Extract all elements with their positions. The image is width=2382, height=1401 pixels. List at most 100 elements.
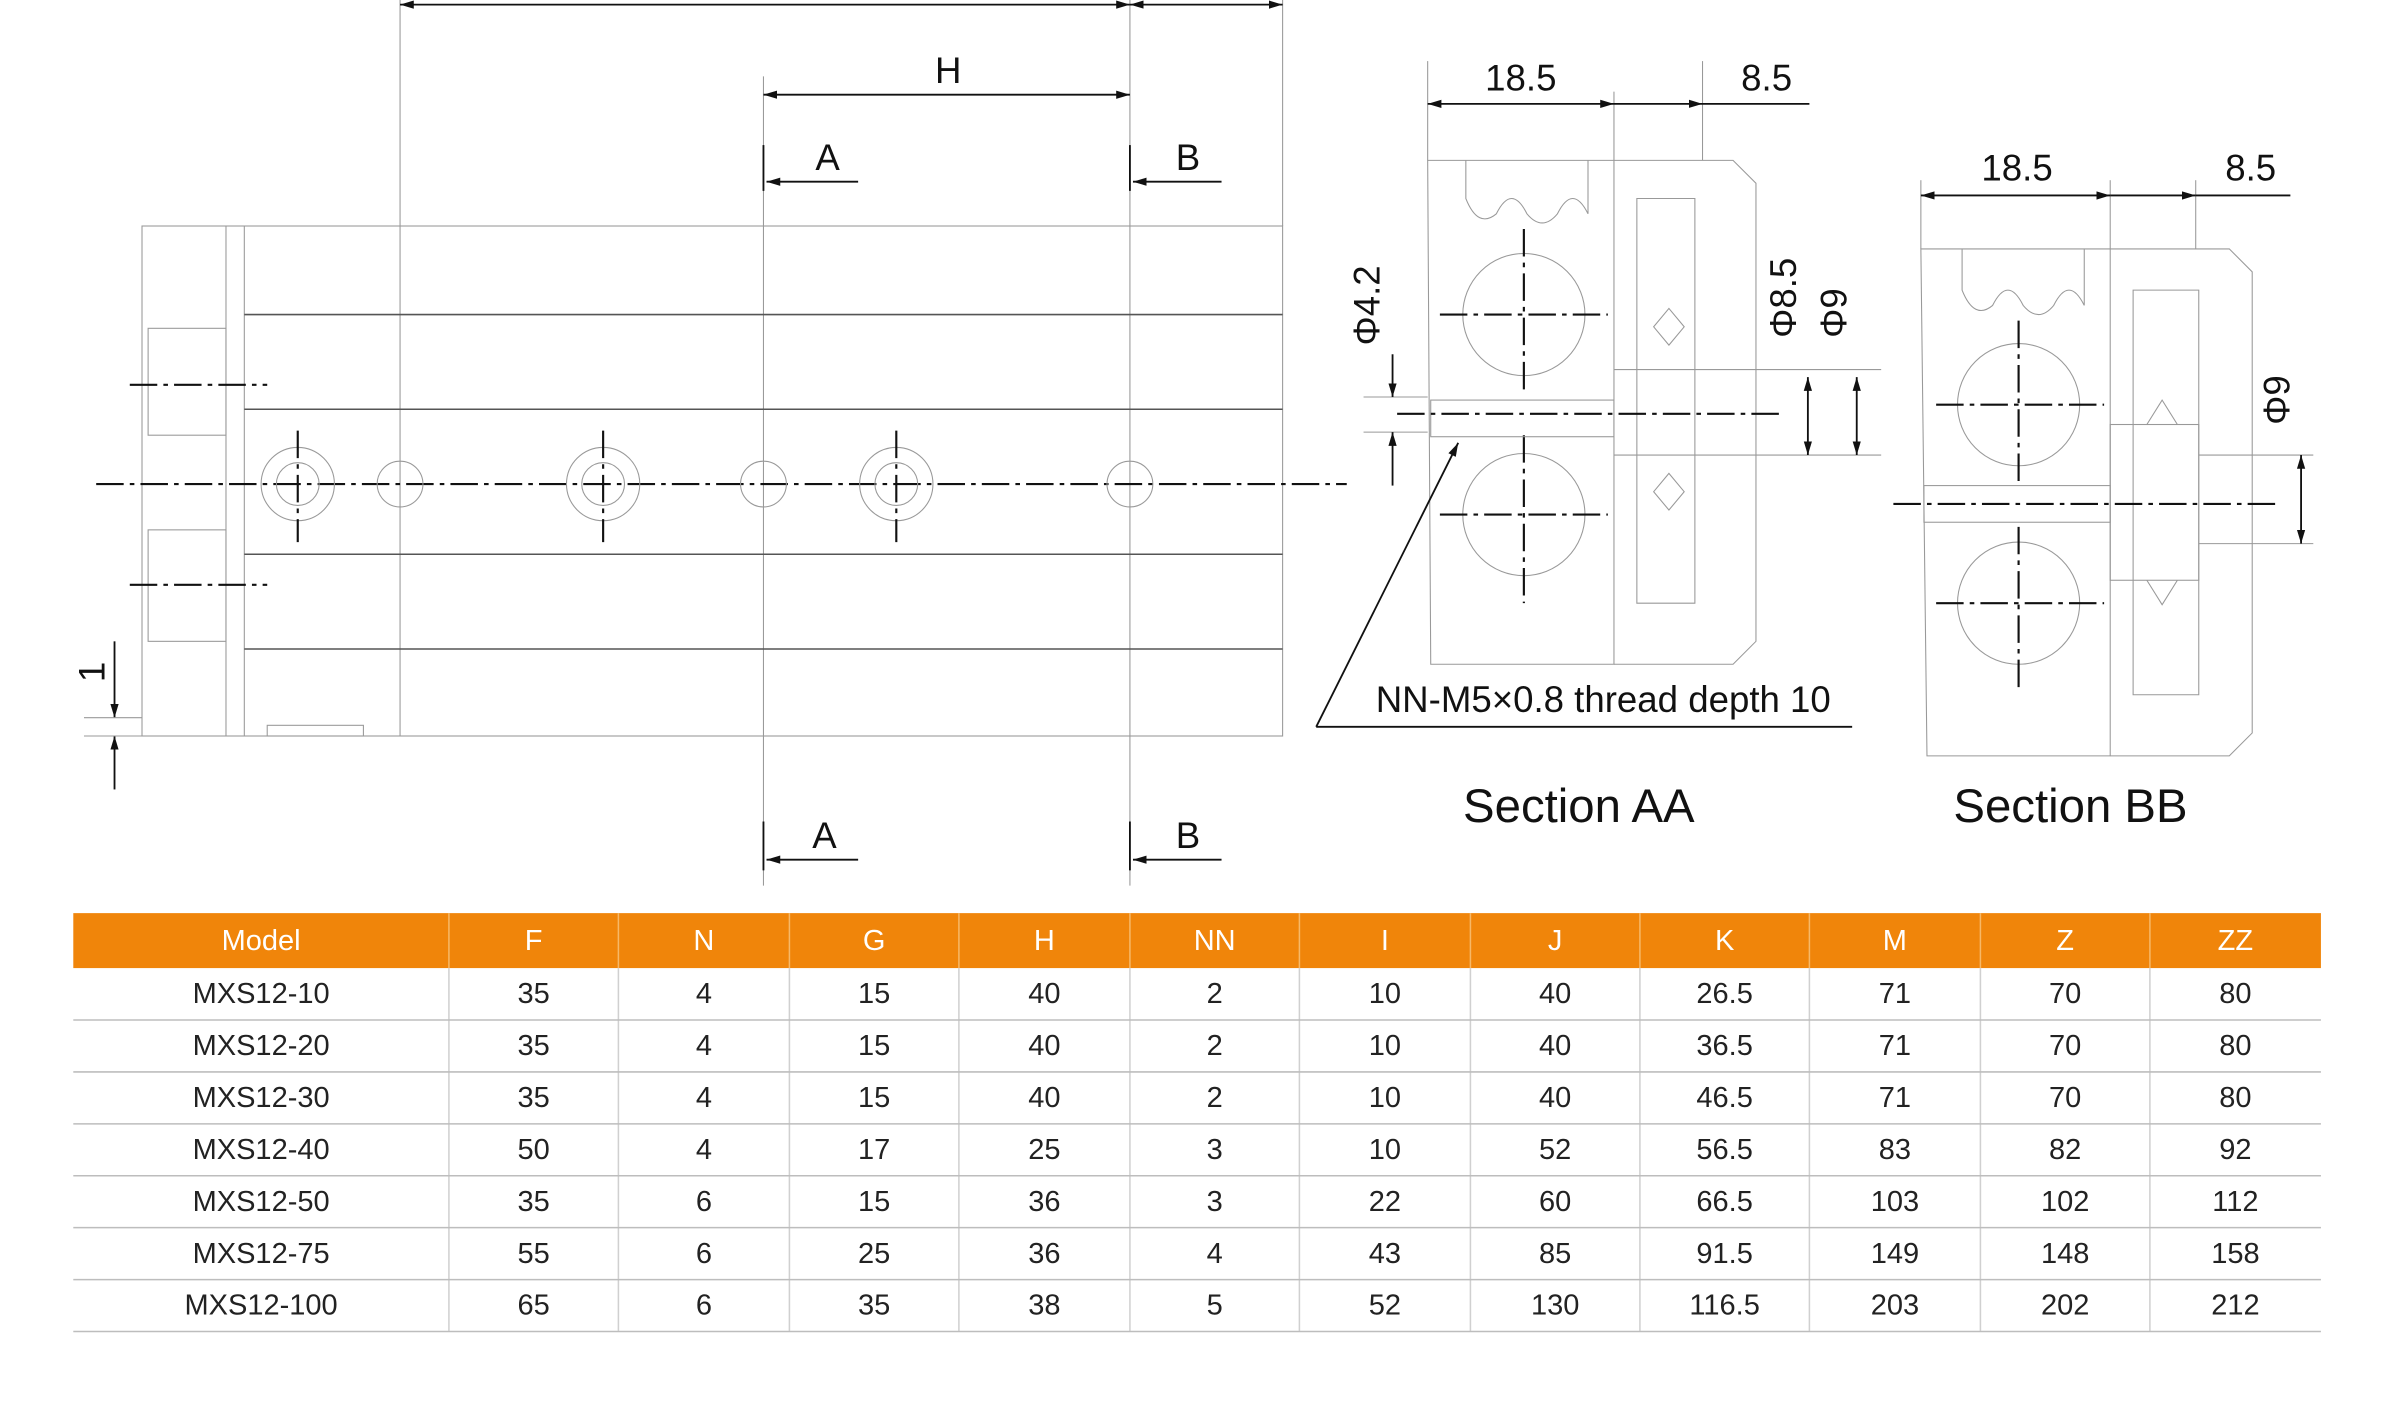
table-cell: 70 xyxy=(2049,1030,2081,1062)
table-header: ZZ xyxy=(2218,925,2253,957)
table-cell: 4 xyxy=(696,1030,712,1062)
table-cell: MXS12-30 xyxy=(193,1082,330,1114)
table-cell: 17 xyxy=(858,1134,890,1166)
table-cell: MXS12-100 xyxy=(185,1290,338,1322)
table-header: M xyxy=(1883,925,1907,957)
table-cell: 148 xyxy=(2041,1238,2089,1270)
table-cell: MXS12-75 xyxy=(193,1238,330,1270)
label: Φ9 xyxy=(2256,375,2297,425)
drawing-shape xyxy=(1427,159,1615,665)
table-cell: 52 xyxy=(1539,1134,1571,1166)
drawing-shape xyxy=(2132,289,2200,696)
label: Φ4.2 xyxy=(1346,265,1387,345)
table-cell: 26.5 xyxy=(1696,978,1752,1010)
label: Φ8.5 xyxy=(1763,258,1804,338)
table-cell: 80 xyxy=(2219,1030,2251,1062)
table-cell: 71 xyxy=(1879,1030,1911,1062)
table-header: G xyxy=(863,925,886,957)
label: 18.5 xyxy=(1485,58,1556,99)
table-cell: 158 xyxy=(2211,1238,2259,1270)
table-cell: 40 xyxy=(1539,978,1571,1010)
table-cell: 52 xyxy=(1369,1290,1401,1322)
table-cell: 85 xyxy=(1539,1238,1571,1270)
table-cell: 4 xyxy=(1207,1238,1223,1270)
table-cell: 71 xyxy=(1879,978,1911,1010)
table-cell: 10 xyxy=(1369,1082,1401,1114)
table-cell: 2 xyxy=(1207,978,1223,1010)
table-cell: 25 xyxy=(1028,1134,1060,1166)
table-cell: 10 xyxy=(1369,978,1401,1010)
table-cell: 92 xyxy=(2219,1134,2251,1166)
label: B xyxy=(1176,815,1200,856)
drawing-shape xyxy=(2146,399,2178,606)
table-header: Z xyxy=(2056,925,2074,957)
table-cell: 70 xyxy=(2049,978,2081,1010)
drawing-shape xyxy=(2109,423,2200,581)
table-cell: 65 xyxy=(518,1290,550,1322)
table-cell: 116.5 xyxy=(1689,1290,1759,1322)
table-cell: 56.5 xyxy=(1696,1134,1752,1166)
label: A xyxy=(815,137,840,178)
table-cell: 36 xyxy=(1028,1186,1060,1218)
table-cell: 4 xyxy=(696,978,712,1010)
label: Φ9 xyxy=(1814,288,1855,338)
table-cell: 40 xyxy=(1028,978,1060,1010)
label: NN-M5×0.8 thread depth 10 xyxy=(1376,679,1831,720)
table-cell: 40 xyxy=(1539,1082,1571,1114)
table-cell: 91.5 xyxy=(1696,1238,1752,1270)
drawing-shape xyxy=(1430,399,1615,438)
table-cell: 50 xyxy=(518,1134,550,1166)
table-cell: 10 xyxy=(1369,1134,1401,1166)
table-cell: 6 xyxy=(696,1290,712,1322)
table-cell: MXS12-40 xyxy=(193,1134,330,1166)
drawing-shape xyxy=(141,225,1284,737)
table-cell: 80 xyxy=(2219,1082,2251,1114)
label: A xyxy=(812,815,837,856)
drawing-shape xyxy=(1920,248,2111,757)
table-cell: 36.5 xyxy=(1696,1030,1752,1062)
table-cell: MXS12-20 xyxy=(193,1030,330,1062)
table-cell: 4 xyxy=(696,1134,712,1166)
table-cell: 2 xyxy=(1207,1030,1223,1062)
table-cell: 2 xyxy=(1207,1082,1223,1114)
table-cell: 5 xyxy=(1207,1290,1223,1322)
table-header: K xyxy=(1715,925,1735,957)
table-cell: 80 xyxy=(2219,978,2251,1010)
table-cell: 22 xyxy=(1369,1186,1401,1218)
table-cell: 25 xyxy=(858,1238,890,1270)
section-bb: 18.5 8.5 Φ9 Section BB xyxy=(1893,148,2314,833)
table-cell: 40 xyxy=(1539,1030,1571,1062)
table-cell: 66.5 xyxy=(1696,1186,1752,1218)
table-header: N xyxy=(693,925,714,957)
table-cell: 15 xyxy=(858,1186,890,1218)
table-cell: 35 xyxy=(518,1030,550,1062)
table-header: I xyxy=(1381,925,1389,957)
label: Section BB xyxy=(1953,780,2187,833)
table-header: J xyxy=(1548,925,1563,957)
table-header: Model xyxy=(222,925,301,957)
table-cell: 3 xyxy=(1207,1186,1223,1218)
table-cell: 4 xyxy=(696,1082,712,1114)
table-header: F xyxy=(525,925,543,957)
table-cell: 43 xyxy=(1369,1238,1401,1270)
table-cell: 40 xyxy=(1028,1030,1060,1062)
label: Section AA xyxy=(1463,780,1695,833)
label: B xyxy=(1176,137,1200,178)
drawing-shape xyxy=(266,724,364,737)
table-cell: 149 xyxy=(1871,1238,1919,1270)
table-cell: 3 xyxy=(1207,1134,1223,1166)
table-cell: 38 xyxy=(1028,1290,1060,1322)
table-header: NN xyxy=(1194,925,1236,957)
table-cell: 35 xyxy=(858,1290,890,1322)
table-cell: 55 xyxy=(518,1238,550,1270)
table-cell: 103 xyxy=(1871,1186,1919,1218)
drawing-shape xyxy=(1106,460,1154,508)
table-cell: 35 xyxy=(518,1082,550,1114)
table-cell: 15 xyxy=(858,978,890,1010)
drawing-shape xyxy=(1636,197,1696,604)
drawing-shape xyxy=(2110,248,2253,757)
drawing-line xyxy=(1315,442,1460,728)
table-cell: MXS12-50 xyxy=(193,1186,330,1218)
